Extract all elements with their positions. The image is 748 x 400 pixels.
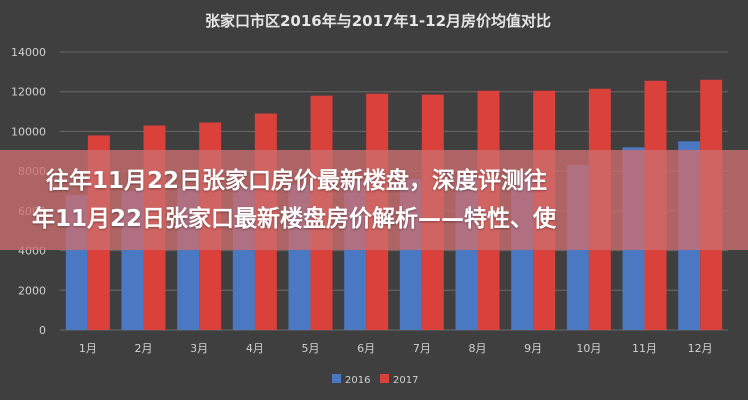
y-tick-label: 14000: [11, 46, 46, 59]
x-tick-label: 3月: [190, 342, 208, 355]
overlay-line-1: 往年11月22日张家口房价最新楼盘，深度评测往: [46, 168, 548, 194]
title-overlay-banner: 往年11月22日张家口房价最新楼盘，深度评测往 年11月22日张家口最新楼盘房价…: [0, 150, 748, 250]
y-tick-label: 10000: [11, 125, 46, 138]
x-tick-label: 6月: [357, 342, 375, 355]
x-tick-label: 5月: [302, 342, 320, 355]
chart-title: 张家口市区2016年与2017年1-12月房价均值对比: [205, 12, 551, 30]
legend-label-2017: 2017: [393, 375, 418, 386]
x-tick-label: 10月: [576, 342, 601, 355]
legend-swatch-2017: [380, 374, 389, 383]
x-tick-label: 7月: [413, 342, 431, 355]
x-tick-label: 2月: [135, 342, 153, 355]
x-tick-label: 1月: [79, 342, 97, 355]
y-tick-label: 2000: [18, 284, 46, 297]
x-tick-label: 11月: [632, 342, 657, 355]
x-tick-label: 4月: [246, 342, 264, 355]
y-tick-label: 0: [39, 324, 46, 337]
x-axis: 1月 2月 3月 4月 5月 6月 7月 8月 9月 10月 11月 12月: [79, 342, 713, 355]
x-tick-label: 9月: [524, 342, 542, 355]
x-tick-label: 8月: [469, 342, 487, 355]
legend-label-2016: 2016: [345, 375, 370, 386]
overlay-line-2: 年11月22日张家口最新楼盘房价解析——特性、使: [32, 206, 557, 232]
y-tick-label: 12000: [11, 86, 46, 99]
x-tick-label: 12月: [688, 342, 713, 355]
legend: 2016 2017: [332, 374, 418, 386]
legend-swatch-2016: [332, 374, 341, 383]
